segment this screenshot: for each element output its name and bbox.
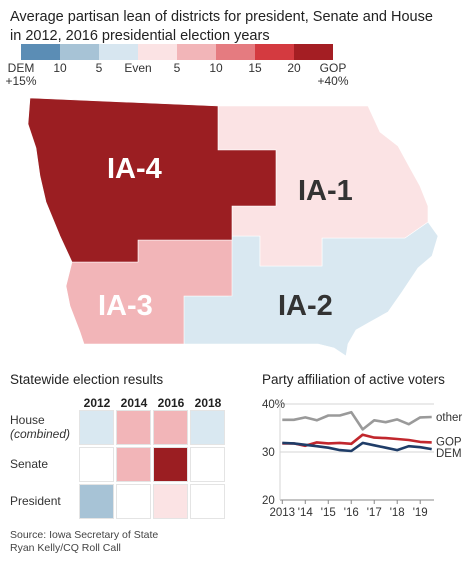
legend-label-8: GOP +40% [317,61,349,88]
source-line-2: Ryan Kelly/CQ Roll Call [10,542,121,554]
results-row-label-2: President [10,494,61,508]
district-label-ia-1: IA-1 [298,175,353,207]
legend-label-4: 5 [173,61,181,75]
results-year-2012: 2012 [83,396,111,410]
series-line-other [282,410,432,431]
x-tick-label-2018: '18 [390,507,405,519]
title-line-1: Average partisan lean of districts for p… [10,9,433,25]
legend-label-5: 10 [209,61,223,75]
x-tick-label-2015: '15 [321,507,336,519]
y-tick-label-40: 40% [262,399,285,411]
results-cell-1-2 [153,447,188,482]
results-year-2014: 2014 [120,396,148,410]
series-label-gop: GOP [436,436,462,448]
legend-label-6: 15 [248,61,262,75]
legend-swatch-4 [177,44,216,60]
x-tick-label-2013: 2013 [270,507,296,519]
results-cell-1-0 [79,447,114,482]
y-tick-label-30: 30 [262,447,275,459]
results-year-2016: 2016 [157,396,185,410]
district-label-ia-4: IA-4 [107,153,162,185]
series-label-dem: DEM [436,448,462,460]
series-label-other: other [436,412,462,424]
title-line-2: in 2012, 2016 presidential election year… [10,28,270,44]
legend-swatch-6 [255,44,294,60]
x-tick-label-2016: '16 [344,507,359,519]
source-line-1: Source: Iowa Secretary of State [10,529,159,541]
results-cell-0-0 [79,410,114,445]
series-line-dem [282,441,432,453]
x-tick-label-2014: '14 [298,507,314,519]
results-cell-2-0 [79,484,114,519]
affiliation-title: Party affiliation of active voters [262,372,445,387]
color-legend [21,44,333,60]
district-ia-4 [27,97,277,263]
legend-label-2: 5 [95,61,103,75]
legend-label-0: DEM +15% [5,61,37,88]
results-cell-0-3 [190,410,225,445]
results-cell-2-3 [190,484,225,519]
legend-swatch-5 [216,44,255,60]
iowa-district-map [27,97,439,357]
results-cell-0-2 [153,410,188,445]
legend-label-3: Even [124,61,152,75]
district-label-ia-2: IA-2 [278,290,333,322]
legend-swatch-0 [21,44,60,60]
legend-labels: DEM +15% 10 5 Even 5 10 15 20 GOP +40% [0,62,474,90]
legend-swatch-2 [99,44,138,60]
legend-swatch-3 [138,44,177,60]
legend-swatch-1 [60,44,99,60]
results-year-2018: 2018 [194,396,222,410]
results-cell-1-1 [116,447,151,482]
results-cell-2-2 [153,484,188,519]
results-row-label-0: House (combined) [10,413,71,441]
legend-swatch-7 [294,44,333,60]
legend-label-7: 20 [287,61,301,75]
district-label-ia-3: IA-3 [98,290,153,322]
x-tick-label-2017: '17 [367,507,382,519]
y-tick-label-20: 20 [262,495,275,507]
results-cell-1-3 [190,447,225,482]
results-cell-0-1 [116,410,151,445]
legend-label-1: 10 [53,61,67,75]
results-cell-2-1 [116,484,151,519]
figure-title: Average partisan lean of districts for p… [10,8,470,46]
source-note: Source: Iowa Secretary of State Ryan Kel… [10,529,158,555]
results-row-label-1: Senate [10,457,49,471]
x-tick-label-2019: '19 [413,507,428,519]
results-title: Statewide election results [10,372,164,387]
series-line-gop [282,433,432,448]
